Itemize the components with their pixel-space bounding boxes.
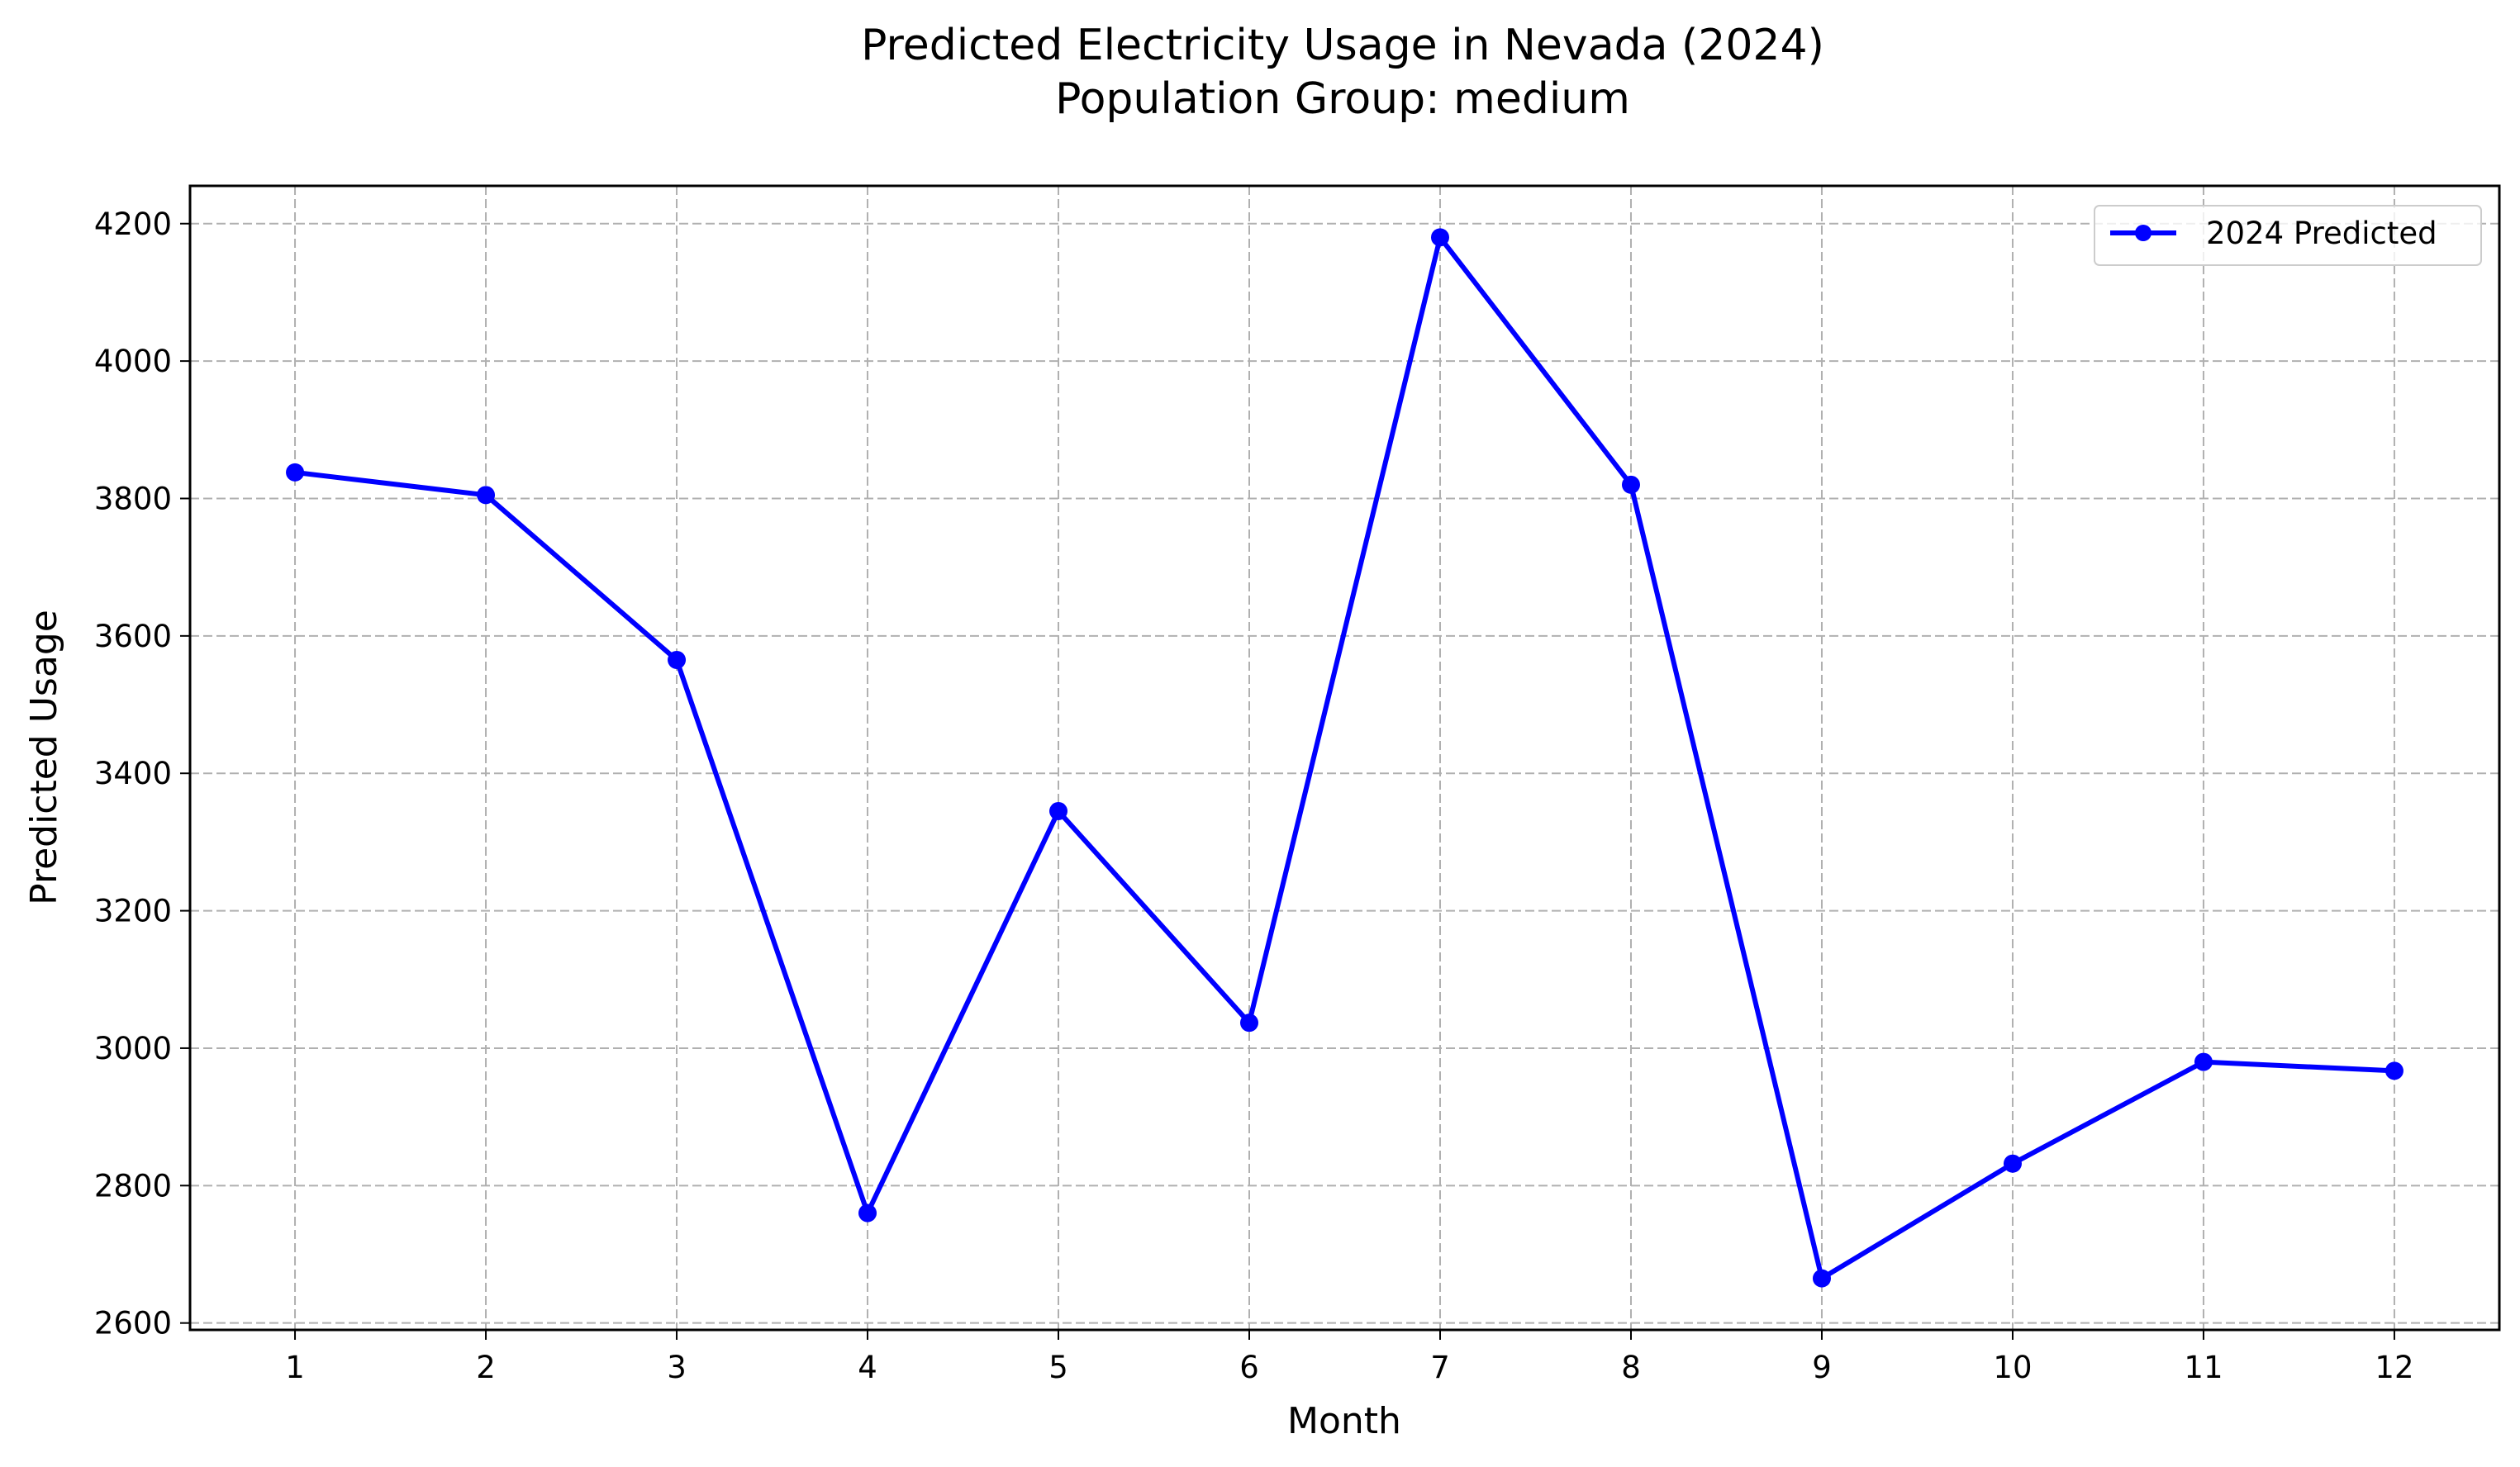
data-point-marker [1812,1269,1831,1288]
x-tick-label: 8 [1621,1350,1641,1385]
data-point-marker [2384,1061,2404,1080]
legend: 2024 Predicted [2094,205,2482,266]
y-tick-label: 4200 [94,207,172,242]
x-tick-label: 11 [2184,1350,2223,1385]
data-point-marker [1430,228,1449,247]
y-axis-label: Predicted Usage [23,610,65,905]
x-tick-label: 9 [1812,1350,1832,1385]
x-axis-label: Month [1287,1400,1401,1442]
y-tick-label: 2800 [94,1168,172,1204]
x-tick-label: 6 [1239,1350,1259,1385]
x-tick-label: 12 [2375,1350,2413,1385]
series-plot [286,228,2404,1288]
data-point-marker [2003,1154,2022,1173]
x-tick-label: 7 [1430,1350,1450,1385]
x-tick-label: 10 [1993,1350,2032,1385]
legend-box [2094,205,2482,266]
x-tick-label: 1 [285,1350,305,1385]
y-tick-label: 3400 [94,756,172,791]
y-tick-label: 3200 [94,894,172,929]
x-tick-label: 3 [667,1350,687,1385]
data-point-marker [286,463,305,482]
x-tick-label: 4 [858,1350,877,1385]
legend-label-2024-predicted: 2024 Predicted [2206,216,2437,251]
y-tick-label: 2600 [94,1306,172,1341]
y-tick-label: 4000 [94,344,172,379]
x-tick-label: 2 [476,1350,496,1385]
x-tick-label: 5 [1048,1350,1068,1385]
y-tick-label: 3000 [94,1031,172,1066]
data-point-marker [2194,1052,2213,1071]
grid-lines [190,186,2499,1330]
data-point-marker [1049,801,1068,820]
y-tick-label: 3800 [94,481,172,516]
data-point-marker [477,486,496,505]
chart-title: Predicted Electricity Usage in Nevada (2… [861,21,1824,70]
series-line-2024-predicted [292,235,2397,1281]
plot-area-frame [188,184,2501,1332]
data-point-marker [1621,475,1640,494]
axis-ticks: 1 2 3 4 5 6 7 8 9 10 11 122600280030003200340036003… [94,207,2414,1385]
y-tick-label: 3600 [94,619,172,654]
data-point-marker [668,650,687,669]
legend-marker-swatch [2135,225,2152,241]
data-point-marker [858,1204,877,1222]
chart-subtitle: Population Group: medium [1055,74,1630,124]
data-point-marker [1240,1014,1259,1033]
